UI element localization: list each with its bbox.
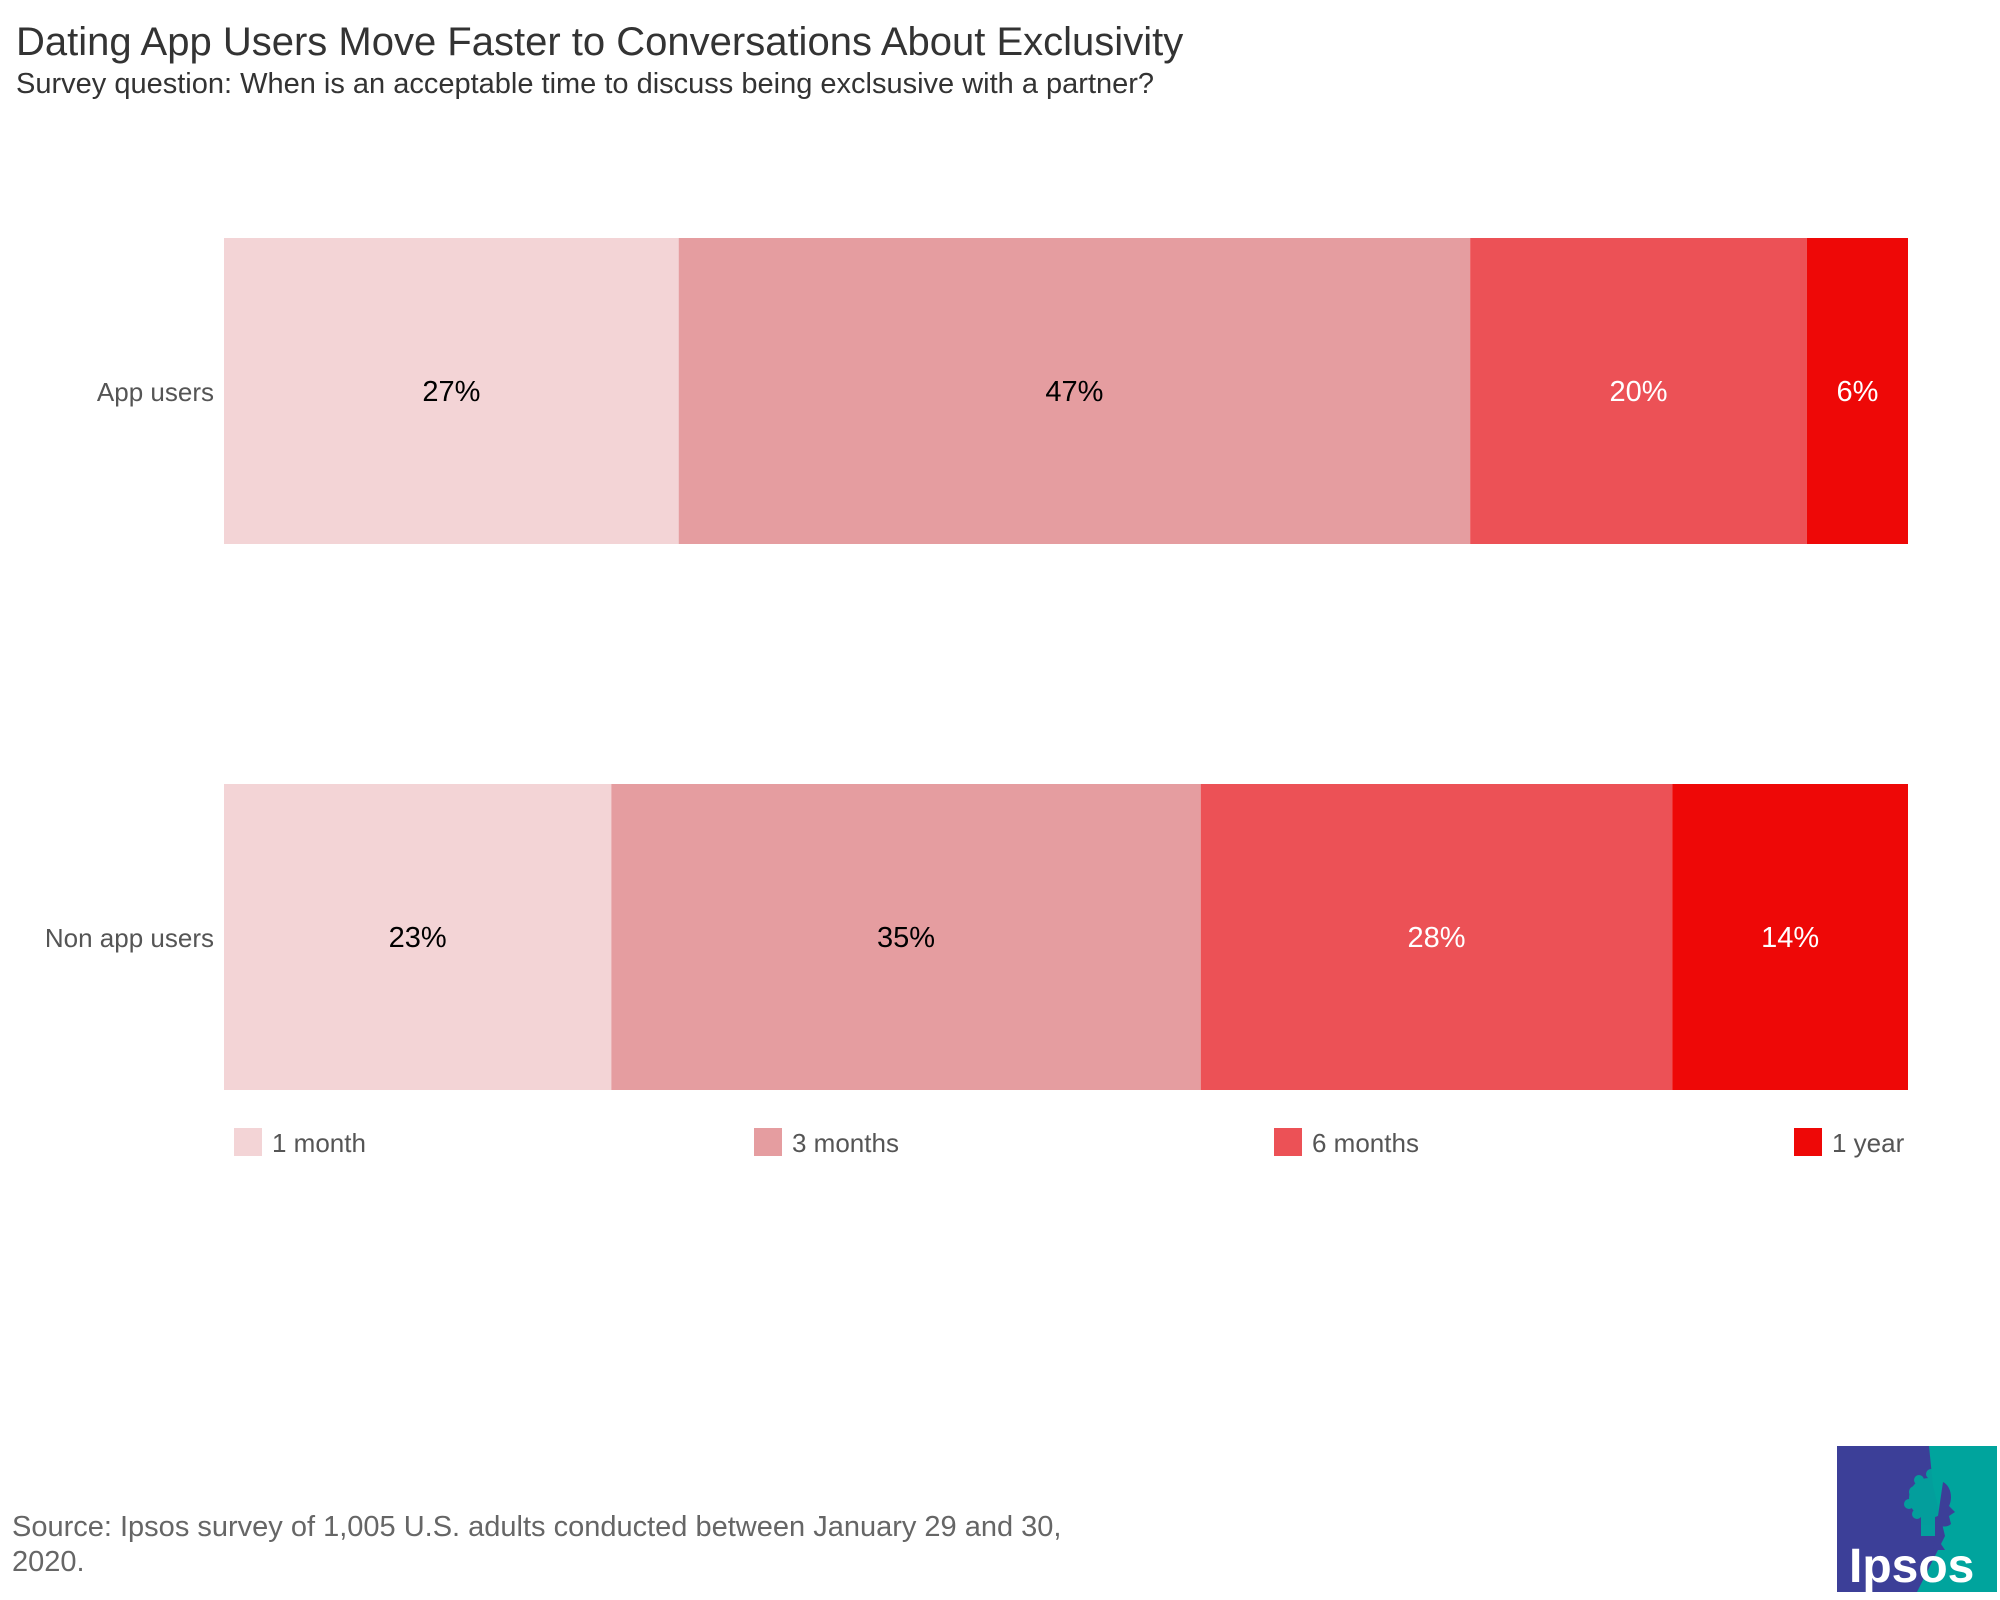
legend-label-6-months: 6 months xyxy=(1312,1128,1419,1158)
logo-head-outline xyxy=(1933,1482,1955,1550)
legend-item-3-months[interactable]: 3 months xyxy=(754,1128,899,1158)
data-label-non-app-users-1-month: 23% xyxy=(389,922,447,954)
chart-subtitle: Survey question: When is an acceptable t… xyxy=(16,68,1155,100)
logo-head-silhouette xyxy=(1904,1469,1949,1536)
stacked-bar-chart: 27% 47% 20% 6% 23% 35% 28% 14% App users Non app… xyxy=(45,238,1908,1158)
legend: 1 month 3 months 6 months 1 year xyxy=(234,1128,1905,1158)
bar-app-users-1-year[interactable] xyxy=(1806,238,1908,544)
legend-label-1-month: 1 month xyxy=(272,1128,366,1158)
legend-swatch-1-year xyxy=(1794,1128,1822,1156)
category-label-app-users: App users xyxy=(97,377,214,407)
data-label-app-users-6-months: 20% xyxy=(1610,376,1668,408)
data-label-app-users-1-month: 27% xyxy=(422,376,480,408)
bar-non-app-users-3-months[interactable] xyxy=(611,784,1201,1090)
legend-swatch-1-month xyxy=(234,1128,262,1156)
legend-label-3-months: 3 months xyxy=(792,1128,899,1158)
ipsos-logo: Ipsos xyxy=(1837,1446,1997,1592)
legend-swatch-6-months xyxy=(1274,1128,1302,1156)
bar-non-app-users-6-months[interactable] xyxy=(1200,784,1673,1090)
legend-item-1-year[interactable]: 1 year xyxy=(1794,1128,1905,1158)
data-label-non-app-users-6-months: 28% xyxy=(1407,922,1465,954)
bars-layer: 27% 47% 20% 6% 23% 35% 28% 14% xyxy=(224,238,1908,1090)
data-label-non-app-users-3-months: 35% xyxy=(877,922,935,954)
category-label-non-app-users: Non app users xyxy=(45,923,214,953)
legend-swatch-3-months xyxy=(754,1128,782,1156)
bar-non-app-users-1-month[interactable] xyxy=(224,784,612,1090)
data-label-app-users-3-months: 47% xyxy=(1045,376,1103,408)
bar-non-app-users-1-year[interactable] xyxy=(1672,784,1908,1090)
legend-item-6-months[interactable]: 6 months xyxy=(1274,1128,1419,1158)
bar-app-users-3-months[interactable] xyxy=(678,238,1471,544)
data-label-non-app-users-1-year: 14% xyxy=(1761,922,1819,954)
bar-app-users-1-month[interactable] xyxy=(224,238,679,544)
category-axis: App users Non app users xyxy=(45,377,214,953)
logo-wordmark: Ipsos xyxy=(1849,1540,1974,1592)
source-footnote: Source: Ipsos survey of 1,005 U.S. adult… xyxy=(12,1511,1062,1578)
data-label-app-users-1-year: 6% xyxy=(1837,376,1879,408)
bar-app-users-6-months[interactable] xyxy=(1470,238,1807,544)
legend-label-1-year: 1 year xyxy=(1832,1128,1905,1158)
legend-item-1-month[interactable]: 1 month xyxy=(234,1128,366,1158)
chart-title: Dating App Users Move Faster to Conversa… xyxy=(16,20,1184,64)
